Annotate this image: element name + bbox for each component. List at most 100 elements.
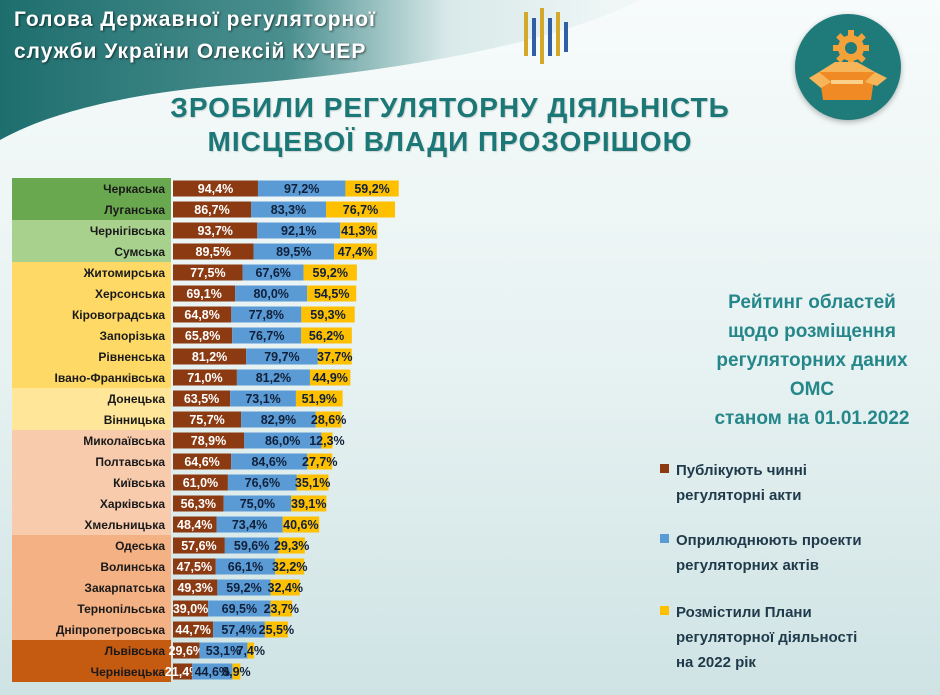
bar-segment-1 [173,537,225,554]
data-label: 59,6% [234,539,269,553]
bar-segment-3 [232,663,241,680]
category-label-bg [12,325,171,346]
bar-segment-3 [264,621,288,638]
bar-segment-2 [251,201,326,218]
bar-segment-1 [173,222,258,239]
data-label: 44,9% [312,371,347,385]
bar-segment-3 [295,390,343,407]
legend-text: Оприлюднюють проекти регуляторних актів [676,528,862,578]
bar-segment-1 [173,264,243,281]
rating-caption-line-3: регуляторних даних [716,350,908,371]
data-label: 75,7% [189,413,224,427]
bar-segment-2 [241,411,316,428]
bar-segment-2 [230,390,296,407]
bar-segment-3 [278,537,305,554]
data-label: 65,8% [185,329,220,343]
bar-segment-3 [270,600,292,617]
bar-segment-3 [291,495,327,512]
category-label: Херсонська [95,287,165,301]
bar-segment-2 [231,306,302,323]
bar-segment-1 [173,201,252,218]
category-label-bg [12,346,171,367]
data-label: 44,7% [175,623,210,637]
bar-segment-3 [301,327,352,344]
category-label-bg [12,367,171,388]
category-label: Одеська [115,539,165,553]
data-label: 76,7% [343,203,378,217]
data-label: 54,5% [314,287,349,301]
data-label: 32,4% [268,581,303,595]
category-label: Черкаська [103,182,165,196]
category-label-bg [12,640,171,661]
bar-segment-3 [282,516,320,533]
category-label: Київська [113,476,165,490]
data-label: 39,1% [291,497,326,511]
bar-segment-3 [303,264,357,281]
bar-segment-3 [247,642,255,659]
bar-segment-3 [296,474,329,491]
legend-text: Публікують чинні регуляторні акти [676,458,807,508]
bar-segment-1 [173,243,254,260]
category-label-bg [12,661,171,682]
rating-caption: Рейтинг областей щодо розміщення регулят… [686,288,938,433]
category-label: Луганська [104,203,165,217]
category-label-bg [12,535,171,556]
bar-segment-2 [253,243,335,260]
data-label: 71,0% [187,371,222,385]
data-label: 29,6% [169,644,204,658]
data-label: 35,1% [295,476,330,490]
bar-segment-2 [217,579,271,596]
bar-segment-2 [242,264,304,281]
bar-segment-3 [326,201,396,218]
bar-segment-3 [345,180,399,197]
data-label: 76,7% [249,329,284,343]
category-label-bg [12,262,171,283]
bar-segment-2 [231,453,308,470]
data-label: 59,2% [313,266,348,280]
data-label: 69,5% [222,602,257,616]
data-label: 48,4% [177,518,212,532]
bar-segment-2 [235,285,308,302]
bar-segment-2 [257,222,341,239]
data-label: 67,6% [255,266,290,280]
data-label: 73,4% [232,518,267,532]
data-label: 41,3% [341,224,376,238]
bar-segment-1 [173,621,214,638]
category-label-bg [12,493,171,514]
rating-caption-line-2: щодо розміщення [728,321,896,342]
data-label: 64,8% [184,308,219,322]
data-label: 92,1% [281,224,316,238]
legend-line: Публікують чинні [676,462,807,479]
data-label: 93,7% [197,224,232,238]
data-label: 28,6% [311,413,346,427]
bar-segment-2 [208,600,271,617]
main-title-line-1: ЗРОБИЛИ РЕГУЛЯТОРНУ ДІЯЛЬНІСТЬ [170,92,730,123]
legend-line: Оприлюднюють проекти [676,532,862,549]
data-label: 40,6% [283,518,318,532]
bar-segment-1 [173,663,193,680]
data-label: 29,3% [274,539,309,553]
bar-segment-2 [223,495,292,512]
bar-segment-2 [236,369,310,386]
data-label: 57,6% [181,539,216,553]
category-label: Вінницька [104,413,166,427]
category-label-bg [12,178,171,199]
data-label: 78,9% [191,434,226,448]
category-label-bg [12,556,171,577]
category-label-bg [12,598,171,619]
legend-line: Розмістили Плани [676,604,812,621]
data-label: 47,5% [177,560,212,574]
bar-segment-3 [301,306,355,323]
data-label: 89,5% [276,245,311,259]
category-label-bg [12,199,171,220]
data-label: 63,5% [184,392,219,406]
data-label: 73,1% [245,392,280,406]
bar-segment-1 [173,600,209,617]
category-label: Полтавська [95,455,165,469]
legend-swatch-blue [660,534,669,543]
data-label: 27,7% [302,455,337,469]
category-label: Львівська [105,644,166,658]
data-label: 59,2% [226,581,261,595]
bar-segment-1 [173,306,232,323]
main-title-line-2: МІСЦЕВОЇ ВЛАДИ ПРОЗОРІШОЮ [207,126,693,157]
